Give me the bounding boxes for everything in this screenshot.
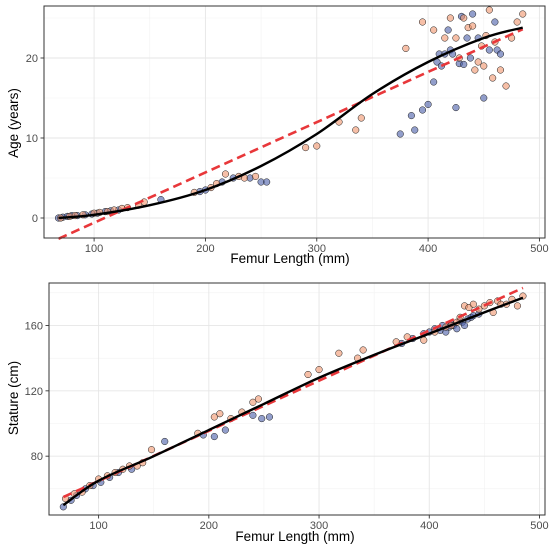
- age-panel-border: [43, 5, 546, 239]
- stature-panel-point-group-b: [469, 300, 477, 308]
- age-panel-x-tick-label: 100: [85, 243, 103, 255]
- stature-panel-point-group-a: [161, 437, 169, 446]
- stature-panel-point-group-a: [210, 433, 218, 441]
- age-panel-y-axis-title: Age (years): [6, 88, 21, 158]
- stature-panel-y-tick-label: 80: [31, 451, 43, 463]
- age-panel-point-group-b: [474, 58, 482, 66]
- stature-panel-y-tick-label: 120: [25, 386, 43, 398]
- age-panel-point-group-a: [418, 106, 427, 114]
- stature-panel-point-group-a: [460, 321, 469, 330]
- stature-panel-y-tick-label: 160: [25, 320, 43, 332]
- age-panel-point-group-a: [491, 18, 499, 26]
- age-panel-point-group-a: [407, 112, 415, 120]
- age-panel-y-tick-label: 10: [26, 133, 38, 145]
- stature-panel-point-group-b: [147, 446, 156, 454]
- age-panel-point-group-b: [496, 66, 505, 74]
- stature-panel-point-group-b: [254, 395, 262, 403]
- age-panel-point-group-a: [460, 60, 468, 68]
- stature-panel-y-axis-title: Stature (cm): [6, 361, 21, 435]
- age-panel-point-group-a: [496, 50, 505, 58]
- age-panel-x-tick-label: 400: [419, 243, 437, 255]
- age-panel-point-group-b: [469, 22, 477, 30]
- age-panel-point-group-a: [463, 34, 471, 42]
- age-panel-point-group-a: [411, 126, 419, 134]
- age-panel-point-group-b: [489, 74, 497, 82]
- stature-panel-point-group-b: [359, 346, 367, 354]
- age-panel-y-tick-label: 0: [32, 213, 38, 225]
- age-panel-point-group-b: [418, 18, 427, 26]
- age-panel-point-group-b: [446, 14, 454, 22]
- age-panel-point-group-b: [302, 144, 310, 152]
- age-panel-point-group-b: [313, 142, 321, 150]
- stature-panel-point-group-a: [249, 411, 257, 419]
- age-panel-point-group-b: [519, 10, 527, 18]
- age-panel-point-group-a: [469, 10, 477, 18]
- age-panel-point-group-b: [513, 18, 521, 26]
- stature-panel: 100 200 300 400 500 80 120 160 Femur Length (mm…: [6, 282, 549, 544]
- stature-panel-point-group-b: [335, 349, 343, 357]
- age-panel-point-group-b: [471, 66, 479, 74]
- stature-panel-x-tick-label: 400: [420, 520, 438, 532]
- age-panel-point-group-a: [424, 100, 432, 108]
- age-panel-point-group-a: [430, 78, 438, 86]
- age-panel-point-group-a: [263, 178, 271, 186]
- stature-panel-x-tick-label: 200: [200, 520, 218, 532]
- stature-panel-point-group-a: [221, 426, 229, 434]
- stature-panel-point-group-a: [265, 413, 273, 421]
- age-panel-linear-fit-line: [57, 28, 524, 240]
- age-panel-point-group-b: [430, 26, 438, 34]
- stature-panel-x-tick-label: 300: [310, 520, 328, 532]
- age-panel-smooth-fit-line: [58, 26, 524, 220]
- stature-panel-point-group-b: [304, 370, 312, 379]
- age-panel-point-group-a: [444, 26, 452, 34]
- stature-panel-x-axis-title: Femur Length (mm): [235, 529, 354, 544]
- age-panel-x-tick-label: 200: [196, 243, 214, 255]
- stature-panel-x-tick-label: 100: [89, 520, 107, 532]
- stature-panel-border: [48, 282, 546, 516]
- age-panel-point-group-b: [352, 126, 360, 134]
- age-panel-point-group-a: [452, 104, 460, 112]
- age-panel-point-group-b: [480, 62, 488, 70]
- stature-panel-smooth-fit-line: [62, 296, 524, 507]
- stature-panel-point-group-b: [210, 413, 218, 421]
- age-panel-point-group-b: [441, 34, 449, 42]
- stature-panel-point-group-a: [258, 415, 266, 423]
- stature-panel-point-group-b: [216, 410, 224, 418]
- age-panel-point-group-b: [460, 14, 468, 22]
- age-panel-point-group-a: [396, 130, 404, 138]
- age-panel-point-group-b: [502, 82, 510, 90]
- age-panel-point-group-a: [485, 46, 493, 54]
- age-panel: 100 200 300 400 500 0 10 20 Femur Length (mm) A…: [6, 5, 549, 266]
- age-panel-y-tick-label: 20: [26, 53, 38, 65]
- stature-panel-x-tick-label: 500: [530, 520, 548, 532]
- stature-panel-point-group-b: [249, 398, 257, 406]
- age-panel-point-group-a: [480, 94, 488, 102]
- age-panel-point-group-b: [452, 34, 460, 42]
- age-panel-x-axis-title: Femur Length (mm): [230, 251, 349, 266]
- stature-panel-point-group-b: [315, 366, 323, 374]
- age-panel-background: [44, 6, 545, 238]
- age-panel-x-tick-label: 300: [308, 243, 326, 255]
- age-panel-point-group-b: [221, 170, 230, 178]
- age-panel-x-tick-label: 500: [530, 243, 548, 255]
- age-panel-point-group-b: [251, 172, 260, 180]
- age-panel-point-group-b: [485, 6, 493, 14]
- age-panel-point-group-a: [466, 54, 474, 62]
- age-panel-point-group-b: [402, 44, 410, 52]
- age-panel-point-group-b: [357, 114, 365, 122]
- stature-panel-point-group-b: [513, 302, 521, 310]
